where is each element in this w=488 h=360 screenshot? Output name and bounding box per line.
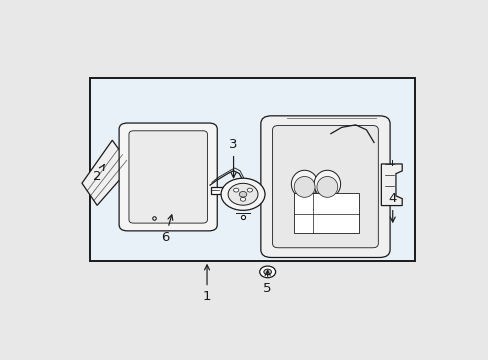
FancyBboxPatch shape	[129, 131, 207, 223]
Circle shape	[227, 183, 258, 205]
Ellipse shape	[316, 176, 337, 197]
FancyBboxPatch shape	[260, 116, 389, 257]
Text: 6: 6	[161, 215, 172, 244]
Text: 2: 2	[93, 165, 104, 183]
Circle shape	[247, 188, 252, 192]
Circle shape	[259, 266, 275, 278]
FancyBboxPatch shape	[119, 123, 217, 231]
Text: 4: 4	[388, 192, 396, 222]
Ellipse shape	[313, 170, 340, 198]
Circle shape	[221, 178, 264, 210]
Ellipse shape	[294, 176, 314, 197]
Bar	[89, 78, 415, 261]
Text: 1: 1	[203, 265, 211, 303]
Circle shape	[240, 197, 245, 201]
Circle shape	[233, 188, 238, 192]
Text: 3: 3	[229, 138, 237, 178]
Ellipse shape	[291, 170, 317, 198]
Bar	[210, 186, 226, 194]
Circle shape	[264, 269, 271, 275]
Text: 5: 5	[263, 270, 271, 295]
Polygon shape	[82, 140, 131, 205]
FancyBboxPatch shape	[272, 126, 378, 248]
Circle shape	[239, 192, 246, 197]
Bar	[294, 193, 358, 233]
Polygon shape	[381, 164, 402, 206]
